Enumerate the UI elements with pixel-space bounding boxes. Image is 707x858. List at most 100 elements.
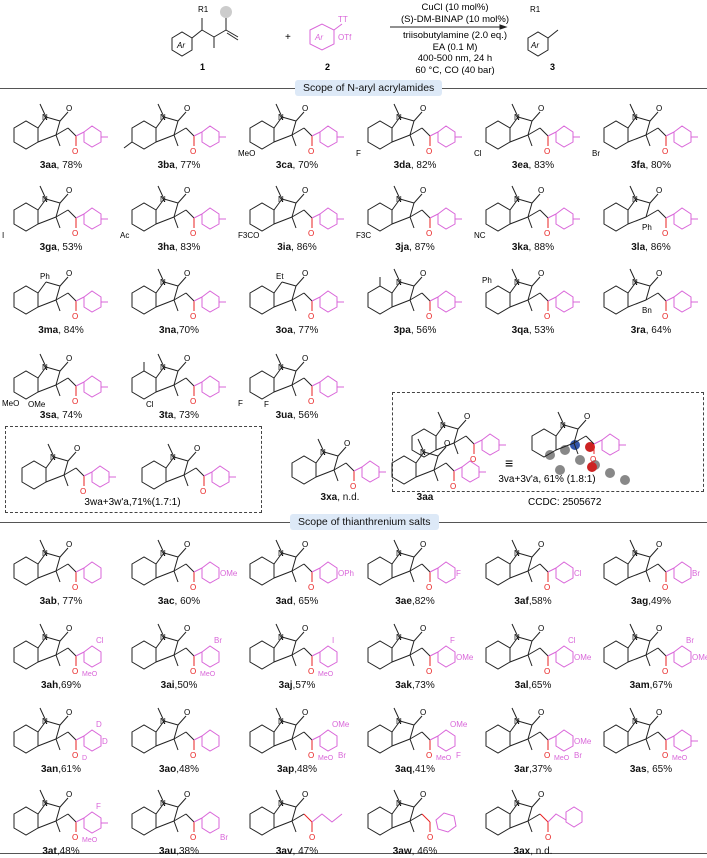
svg-text:N: N — [278, 633, 284, 642]
compound-label: 3na,70% — [158, 325, 200, 336]
compound-label: 3af,58% — [514, 596, 552, 607]
svg-text:N: N — [514, 633, 520, 642]
svg-text:O: O — [184, 354, 190, 363]
svg-text:Ph: Ph — [482, 276, 492, 285]
structure-3ca: O N O MeO — [238, 103, 344, 158]
structure-3wa: O N O — [10, 430, 128, 500]
svg-text:O: O — [662, 147, 668, 156]
svg-text:O: O — [302, 104, 308, 113]
svg-text:N: N — [396, 799, 402, 808]
structure-3sa: O N O MeO OMe — [2, 353, 108, 409]
svg-text:N: N — [160, 717, 166, 726]
svg-text:O: O — [464, 412, 470, 421]
structure-3aj: O N O I MeO — [249, 623, 338, 678]
structure-3v-prime-a: O N O — [520, 398, 638, 468]
svg-text:O: O — [66, 708, 72, 717]
structure-3al: O N O OMe Cl — [485, 623, 592, 676]
svg-text:N: N — [514, 717, 520, 726]
compound-3ca: O N O MeO 3ca, 70% — [238, 90, 356, 174]
compound-label: 3wa+3w'a,71%(1.7:1) — [84, 497, 181, 508]
svg-text:O: O — [72, 147, 78, 156]
compound-label: 3ad, 65% — [275, 596, 319, 607]
svg-text:NC: NC — [474, 231, 486, 240]
compound-label: 3oa, 77% — [275, 325, 319, 336]
svg-text:O: O — [302, 540, 308, 549]
svg-text:O: O — [190, 833, 196, 842]
svg-text:O: O — [72, 583, 78, 592]
svg-text:O: O — [190, 397, 196, 406]
otf-label: OTf — [338, 33, 352, 42]
svg-text:Br: Br — [214, 636, 222, 645]
svg-text:N: N — [278, 363, 284, 372]
compound-label: 3aa, 78% — [39, 160, 83, 171]
compound-3ja: O N O F3C 3ja, 87% — [356, 172, 474, 256]
compound-3ak: O N O OMe F 3ak,73% — [356, 610, 474, 694]
compound-3ka: O N O NC 3ka, 88% — [474, 172, 592, 256]
svg-text:N: N — [396, 549, 402, 558]
compound-3as: O N O MeO 3as, 65% — [592, 694, 707, 778]
compound-label: 3ap,48% — [276, 764, 318, 775]
svg-text:N: N — [278, 549, 284, 558]
structure-3ga: O N O I — [2, 185, 108, 240]
structure-3ar: O N O OMe MeO Br — [485, 707, 592, 762]
structure-3ja: O N O F3C — [356, 185, 462, 240]
svg-text:F: F — [356, 149, 361, 158]
section-title-acrylamides: Scope of N-aryl acrylamides — [295, 80, 443, 96]
compound-3ea: O N O Cl 3ea, 83% — [474, 90, 592, 174]
svg-text:N: N — [396, 278, 402, 287]
svg-text:N: N — [632, 633, 638, 642]
svg-text:O: O — [80, 487, 86, 496]
svg-text:N: N — [42, 633, 48, 642]
light: 400-500 nm, 24 h — [417, 53, 493, 64]
svg-text:OMe: OMe — [574, 653, 592, 662]
svg-text:Br: Br — [338, 751, 346, 760]
svg-text:O: O — [662, 667, 668, 676]
compound-label: 3an,61% — [40, 764, 82, 775]
svg-text:I: I — [2, 231, 4, 240]
svg-text:MeO: MeO — [82, 837, 98, 844]
compound-3qa: O N O Ph 3qa, 53% — [474, 255, 592, 339]
svg-text:D: D — [96, 720, 102, 729]
svg-text:N: N — [320, 448, 326, 457]
svg-text:N: N — [396, 717, 402, 726]
svg-text:O: O — [190, 229, 196, 238]
svg-text:F: F — [450, 636, 455, 645]
compound-label: 3al,65% — [514, 680, 552, 691]
svg-text:O: O — [308, 312, 314, 321]
svg-text:O: O — [190, 312, 196, 321]
svg-text:O: O — [662, 229, 668, 238]
svg-text:O: O — [184, 104, 190, 113]
compound-label: 3sa, 74% — [39, 410, 83, 421]
compound-label: 3ca, 70% — [275, 160, 319, 171]
svg-text:N: N — [160, 633, 166, 642]
svg-text:N: N — [514, 549, 520, 558]
svg-text:O: O — [184, 540, 190, 549]
compound-label-crystal: 3aa — [416, 492, 434, 503]
svg-text:O: O — [470, 455, 476, 464]
ar-product-label: Ar — [530, 41, 539, 50]
structure-3as: O N O MeO — [603, 707, 698, 762]
divider — [0, 853, 707, 854]
svg-text:N: N — [278, 799, 284, 808]
compound-3ta: O N O Cl 3ta, 73% — [120, 340, 238, 424]
svg-text:O: O — [545, 833, 551, 842]
svg-text:N: N — [420, 448, 426, 457]
svg-text:O: O — [66, 104, 72, 113]
compound-label: 3ga, 53% — [39, 242, 83, 253]
svg-text:O: O — [308, 751, 314, 760]
compound-3at: O N O F MeO 3at,48% — [2, 776, 120, 858]
svg-text:N: N — [170, 453, 176, 462]
compound-3aa: O N O 3aa, 78% — [2, 90, 120, 174]
structure-3aq: O N O OMe MeO F — [367, 707, 468, 762]
svg-text:N: N — [278, 113, 284, 122]
svg-text:O: O — [426, 583, 432, 592]
svg-text:O: O — [544, 147, 550, 156]
svg-text:O: O — [308, 583, 314, 592]
svg-text:MeO: MeO — [238, 149, 255, 158]
svg-text:O: O — [200, 487, 206, 496]
compound-label: 3ea, 83% — [511, 160, 555, 171]
svg-text:O: O — [544, 751, 550, 760]
ccdc-number: CCDC: 2505672 — [528, 497, 602, 508]
svg-text:O: O — [656, 624, 662, 633]
